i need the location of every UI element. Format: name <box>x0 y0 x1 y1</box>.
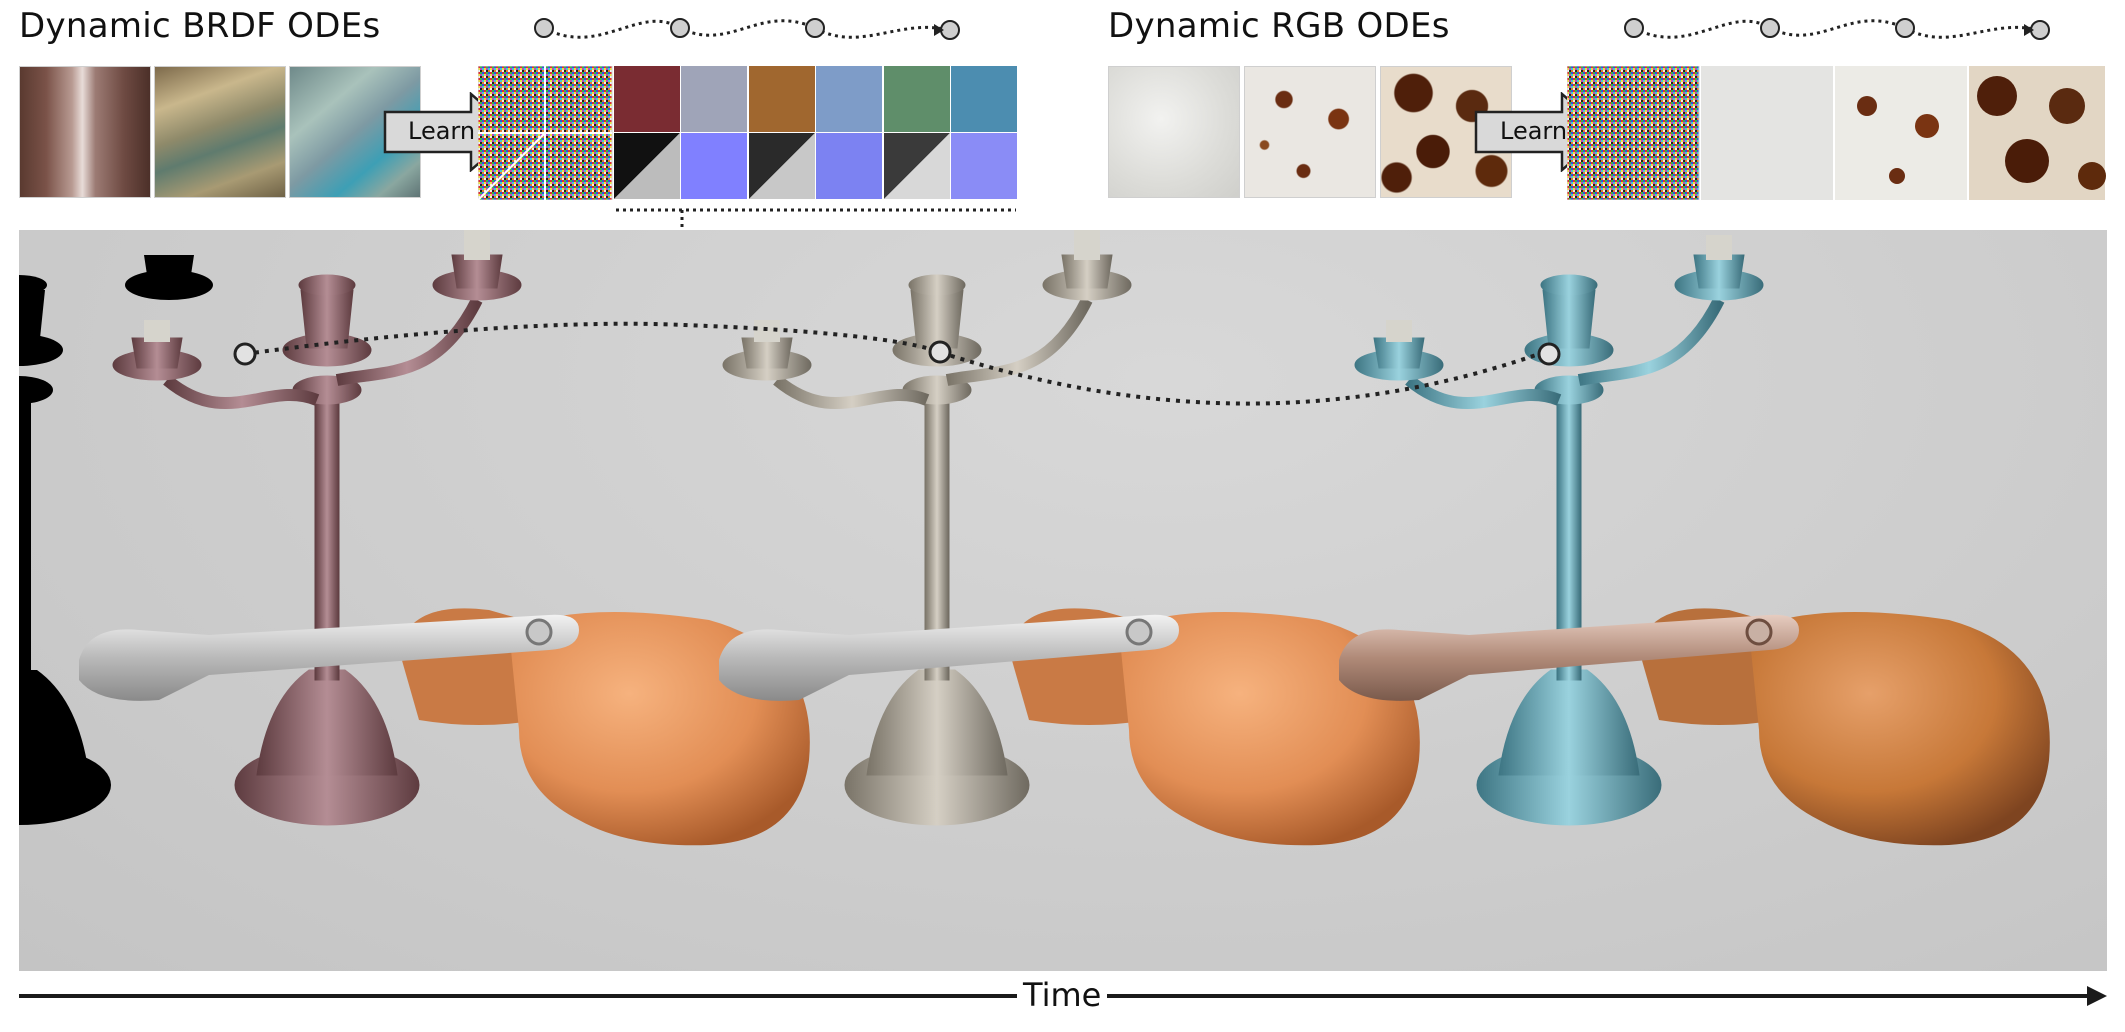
rgb-output-tiles <box>1567 66 2106 200</box>
rgb-learn-label: Learn <box>1500 117 1568 145</box>
wrench-1 <box>79 614 579 701</box>
rendered-scene <box>19 230 2107 971</box>
rgb-section-title: Dynamic RGB ODEs <box>1108 6 1450 46</box>
scene-illustration <box>19 230 2050 846</box>
wrench-2 <box>719 614 1179 701</box>
brdf-output-tiles <box>478 66 1017 200</box>
rgb-exemplar-clean <box>1108 66 1240 198</box>
rgb-exemplar-light-rust <box>1244 66 1376 198</box>
brdf-learn-label: Learn <box>408 117 476 145</box>
time-axis-label: Time <box>1017 976 1108 1014</box>
rgb-ode-trajectory <box>1624 18 2050 40</box>
rgb-exemplar-heavy-rust <box>1380 66 1512 198</box>
trajectory-node-3 <box>1537 342 1561 366</box>
candelabra-copper <box>112 230 522 826</box>
brdf-ode-trajectory <box>534 18 960 40</box>
brdf-section-title: Dynamic BRDF ODEs <box>19 6 381 46</box>
trajectory-node-2 <box>928 340 952 364</box>
brdf-exemplar-copper <box>19 66 151 198</box>
candelabra-silver <box>722 230 1132 826</box>
trajectory-node-1 <box>233 342 257 366</box>
brdf-exemplar-tarnished <box>154 66 286 198</box>
scene-trajectory <box>244 321 1540 406</box>
wrench-3 <box>1339 614 1799 701</box>
